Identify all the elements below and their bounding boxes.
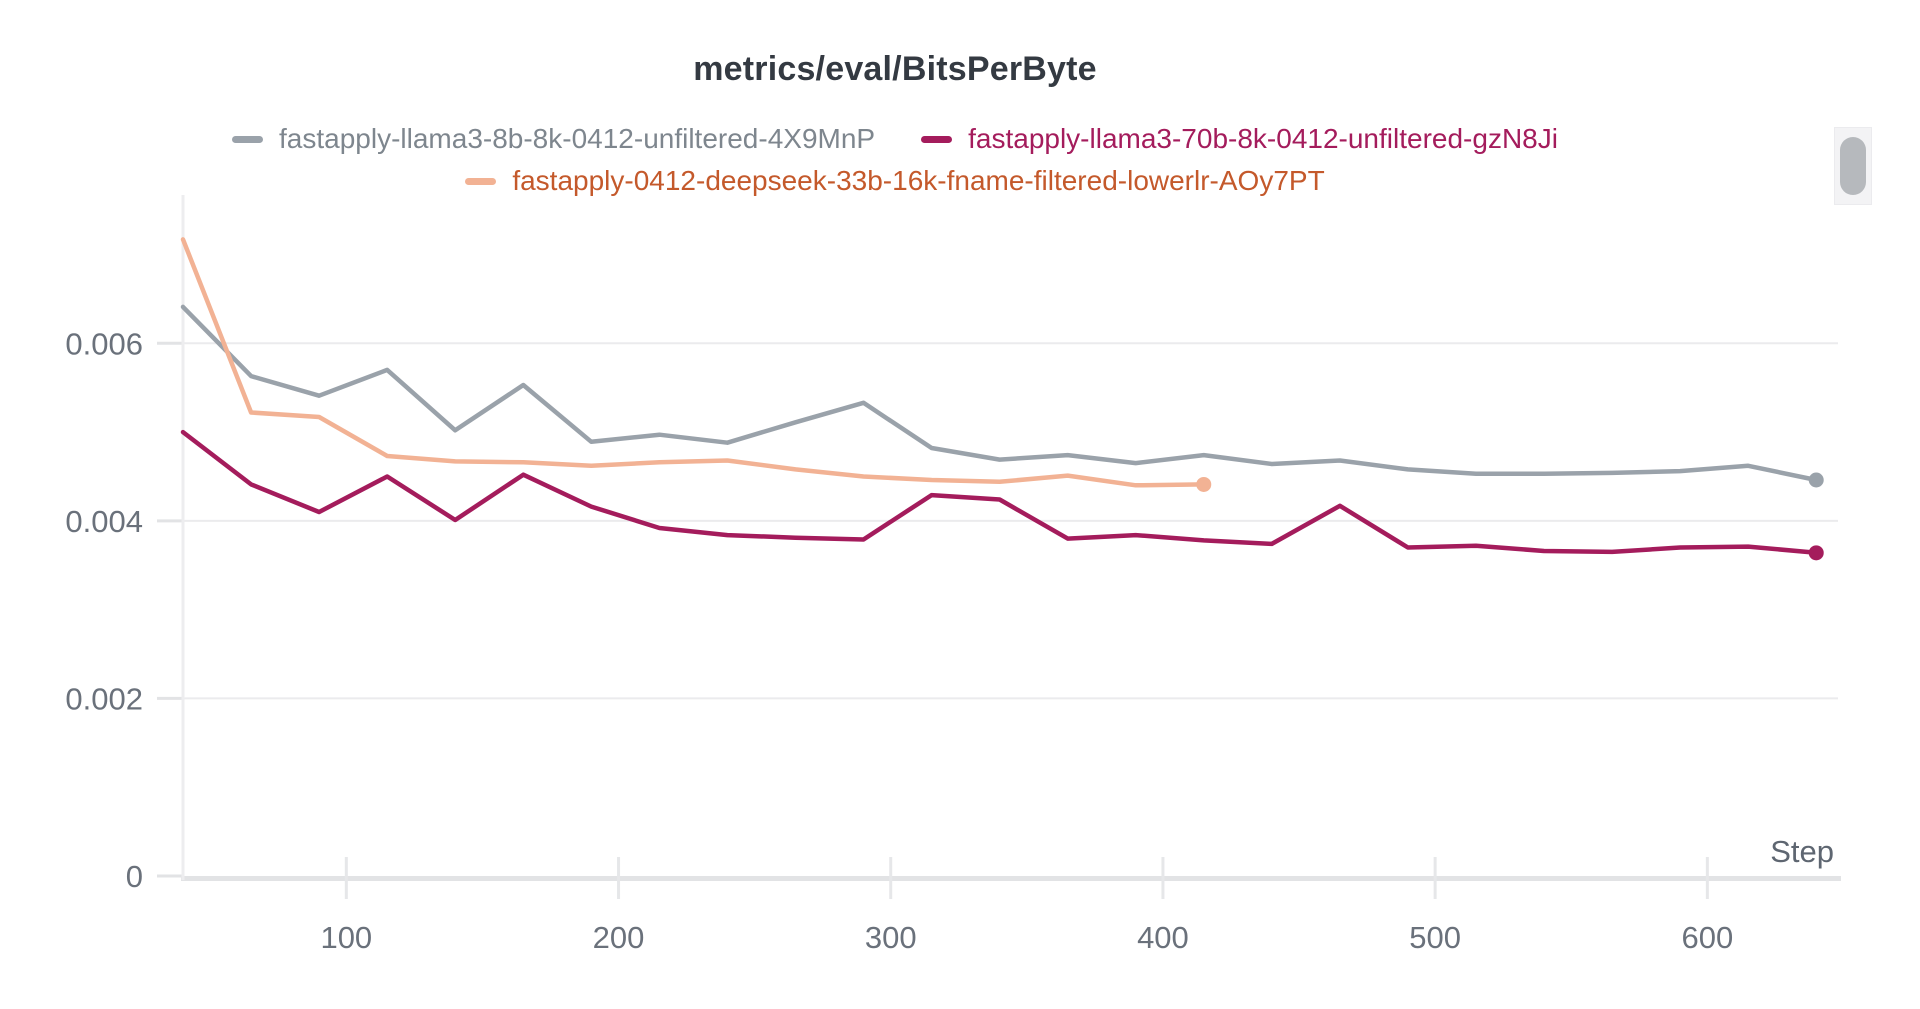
series-line-2	[180, 237, 1207, 488]
legend-label: fastapply-llama3-70b-8k-0412-unfiltered-…	[968, 123, 1558, 154]
y-tick-label: 0.006	[65, 326, 143, 361]
x-tick-label: 200	[593, 920, 645, 955]
x-tick-label: 600	[1681, 920, 1733, 955]
y-tick-label: 0.004	[65, 504, 143, 539]
x-axis-title: Step	[1770, 834, 1834, 869]
legend-swatch	[465, 177, 497, 185]
series-end-dot-1	[1808, 545, 1824, 561]
legend-item-llama3-8b[interactable]: fastapply-llama3-8b-8k-0412-unfiltered-4…	[232, 124, 875, 154]
scrollbar-track[interactable]	[1834, 127, 1872, 205]
x-tick-label: 300	[865, 920, 917, 955]
scrollbar-thumb[interactable]	[1840, 137, 1866, 195]
x-tick-label: 400	[1137, 920, 1189, 955]
legend-swatch	[232, 135, 264, 143]
legend: fastapply-llama3-8b-8k-0412-unfiltered-4…	[0, 118, 1790, 202]
legend-swatch	[921, 135, 953, 143]
x-tick-label: 100	[320, 920, 372, 955]
y-tick-label: 0	[126, 859, 143, 894]
series-end-dot-0	[1808, 472, 1824, 488]
chart-title: metrics/eval/BitsPerByte	[693, 50, 1097, 88]
series-line-0	[180, 304, 1819, 483]
y-tick-label: 0.002	[65, 681, 143, 716]
legend-label: fastapply-llama3-8b-8k-0412-unfiltered-4…	[279, 123, 876, 154]
series-line-1	[180, 429, 1819, 556]
legend-item-llama3-70b[interactable]: fastapply-llama3-70b-8k-0412-unfiltered-…	[921, 124, 1558, 154]
legend-label: fastapply-0412-deepseek-33b-16k-fname-fi…	[512, 165, 1325, 196]
series-end-dot-2	[1196, 476, 1212, 492]
legend-item-deepseek-33b[interactable]: fastapply-0412-deepseek-33b-16k-fname-fi…	[465, 165, 1325, 196]
legend-row-2: fastapply-0412-deepseek-33b-16k-fname-fi…	[0, 160, 1790, 202]
x-tick-label: 500	[1409, 920, 1461, 955]
legend-row-1: fastapply-llama3-8b-8k-0412-unfiltered-4…	[0, 118, 1790, 160]
